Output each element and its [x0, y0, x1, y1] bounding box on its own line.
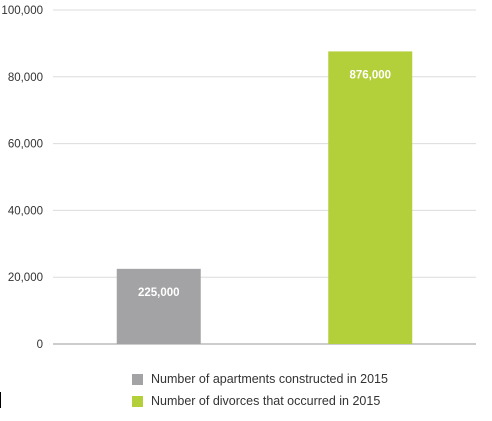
y-tick-label: 40,000: [8, 205, 43, 217]
bars: 225,000 876,000: [116, 51, 413, 344]
legend-label-apartments: Number of apartments constructed in 2015: [151, 372, 388, 386]
y-tick-label: 100,000: [1, 5, 43, 17]
legend-item-divorces: Number of divorces that occurred in 2015: [132, 390, 388, 412]
bar-data-label: 876,000: [349, 69, 391, 81]
bar-data-label: 225,000: [138, 287, 180, 299]
legend: Number of apartments constructed in 2015…: [132, 368, 388, 412]
gridlines: [53, 9, 476, 345]
legend-swatch-divorces: [132, 395, 143, 407]
bar-divorces: [328, 51, 413, 344]
y-tick-label: 0: [37, 339, 43, 351]
y-tick-label: 80,000: [8, 72, 43, 84]
bar-apartments: [116, 268, 201, 344]
y-tick-label: 60,000: [8, 139, 43, 151]
legend-swatch-apartments: [132, 373, 143, 385]
legend-item-apartments: Number of apartments constructed in 2015: [132, 368, 388, 390]
y-tick-label: 20,000: [8, 272, 43, 284]
y-axis: 0 20,000 40,000 60,000 80,000 100,000: [1, 5, 43, 351]
edge-mark: [0, 392, 1, 408]
legend-label-divorces: Number of divorces that occurred in 2015: [151, 394, 381, 408]
